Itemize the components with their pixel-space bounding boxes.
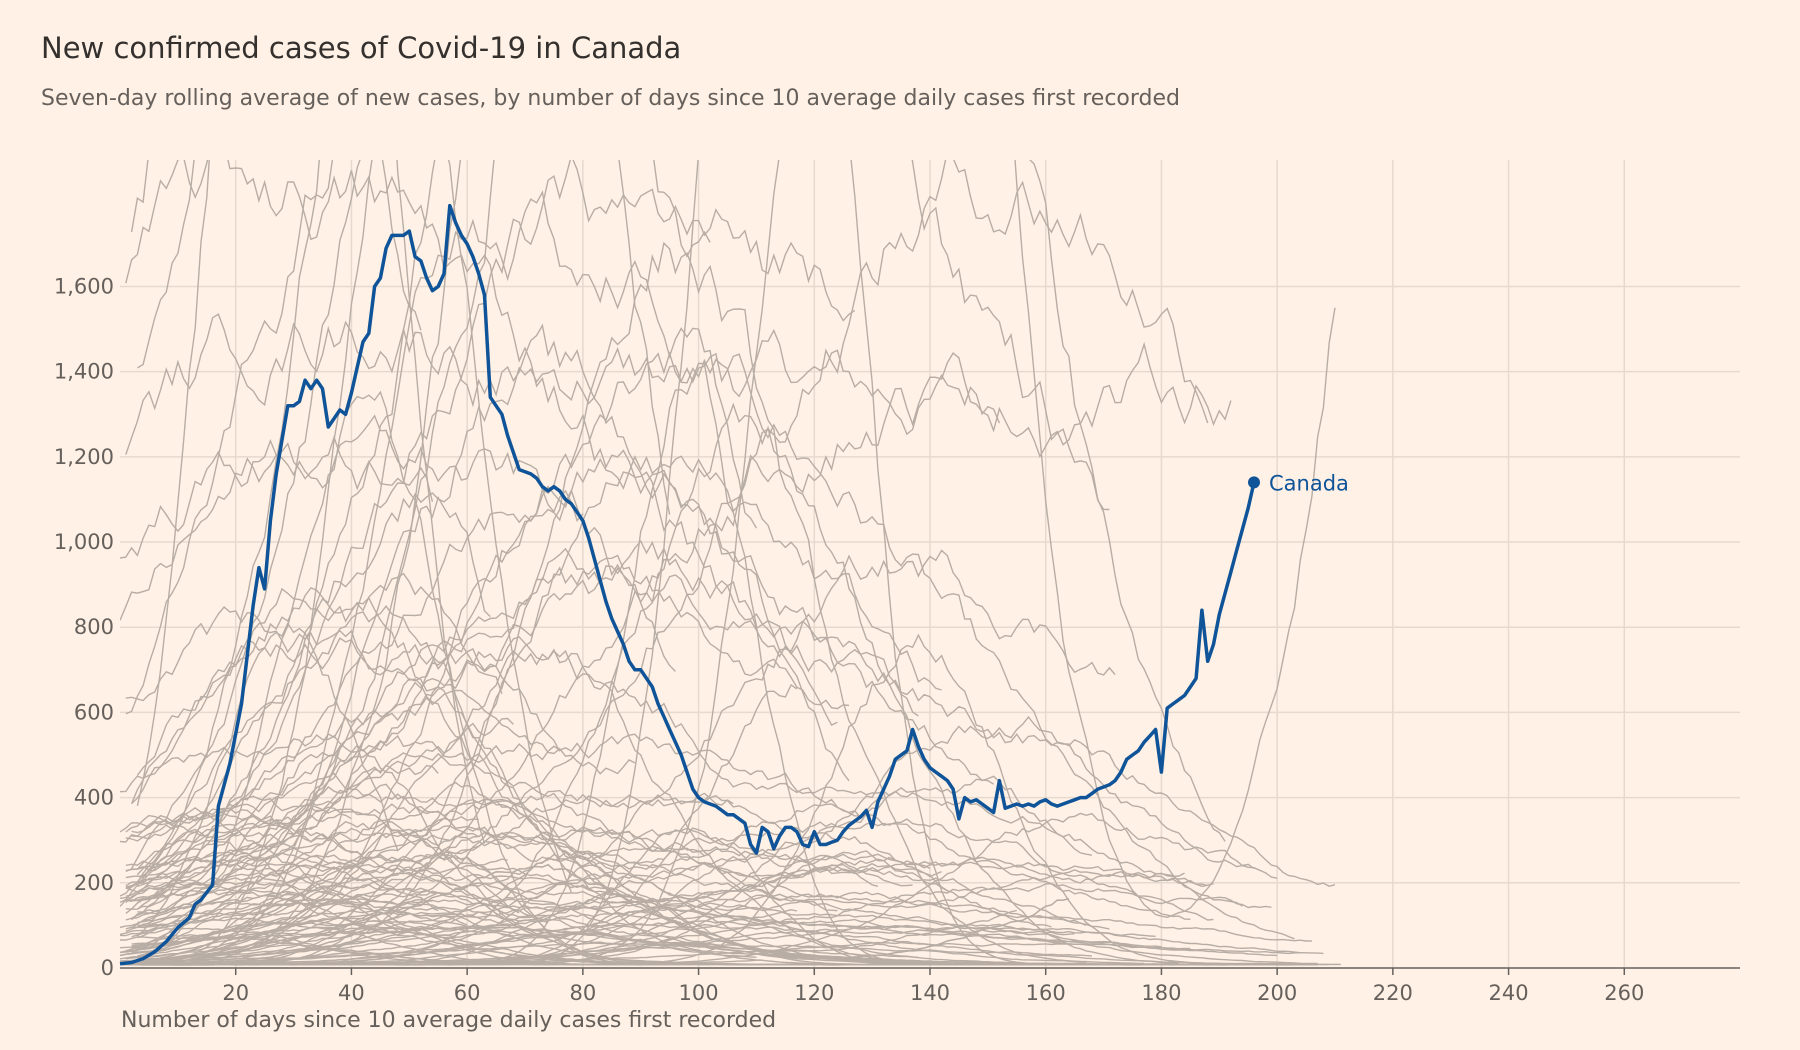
comparison-country-line — [130, 160, 149, 233]
comparison-country-line — [125, 495, 491, 966]
comparison-country-line — [120, 341, 1232, 962]
x-tick-label: 240 — [1489, 981, 1529, 1005]
comparison-country-line — [125, 800, 711, 873]
comparison-country-line — [131, 160, 1110, 921]
comparison-country-line — [131, 929, 421, 945]
comparison-country-line — [120, 840, 1029, 964]
axis-layer: 0 200 400 600 800 1,000 1,200 1,400 1,600 20 40 60 8… — [54, 274, 1740, 1005]
x-tick-label: 120 — [794, 981, 834, 1005]
comparison-country-line — [131, 942, 1093, 963]
highlight-layer: Canada — [119, 203, 1349, 966]
comparison-country-line — [131, 811, 404, 935]
comparison-country-line — [125, 815, 364, 856]
canada-label: Canada — [1269, 471, 1349, 495]
comparison-country-line — [137, 241, 1087, 966]
canada-line — [119, 203, 1256, 966]
x-tick-label: 200 — [1257, 981, 1297, 1005]
x-tick-label: 80 — [569, 981, 596, 1005]
comparison-country-line — [125, 160, 856, 914]
canada-end-point — [1248, 476, 1260, 489]
comparison-country-line — [120, 414, 584, 559]
y-tick-label: 200 — [74, 871, 114, 895]
comparison-country-line — [120, 160, 320, 907]
comparison-country-line — [137, 733, 1191, 920]
x-tick-label: 160 — [1026, 981, 1066, 1005]
comparison-country-line — [130, 160, 361, 869]
grid-layer — [120, 160, 1740, 968]
comparison-country-line — [136, 828, 1318, 966]
comparison-country-line — [125, 689, 636, 904]
x-tick-label: 60 — [454, 981, 481, 1005]
comparison-country-line — [120, 898, 1312, 962]
x-tick-label: 180 — [1141, 981, 1181, 1005]
comparison-country-line — [125, 826, 1185, 960]
comparison-country-line — [131, 856, 1214, 966]
comparison-country-line — [125, 160, 711, 715]
y-tick-label: 1,200 — [54, 445, 114, 469]
comparison-country-line — [125, 831, 1278, 957]
comparison-country-line — [125, 875, 798, 938]
comparison-country-line — [125, 455, 942, 887]
comparison-country-line — [137, 539, 1278, 939]
chart-subtitle: Seven-day rolling average of new cases, … — [41, 86, 1181, 111]
comparison-country-line — [137, 862, 913, 958]
comparison-country-line — [125, 851, 1191, 950]
comparison-country-line — [137, 854, 751, 965]
comparison-country-line — [131, 717, 514, 920]
y-tick-label: 400 — [74, 786, 114, 810]
comparison-country-line — [137, 863, 1070, 965]
x-tick-label: 20 — [222, 981, 249, 1005]
context-lines-layer — [120, 160, 1341, 966]
y-tick-label: 600 — [74, 700, 114, 724]
comparison-country-line — [137, 160, 1209, 961]
y-tick-label: 1,000 — [54, 530, 114, 554]
x-tick-label: 100 — [679, 981, 719, 1005]
comparison-country-line — [137, 797, 884, 957]
y-tick-label: 0 — [101, 956, 114, 980]
y-tick-label: 1,600 — [54, 274, 114, 298]
comparison-country-line — [125, 854, 508, 910]
comparison-country-line — [125, 328, 1001, 933]
comparison-country-line — [130, 637, 561, 804]
comparison-country-line — [125, 160, 838, 727]
x-axis-label: Number of days since 10 average daily ca… — [121, 1008, 777, 1033]
x-tick-label: 40 — [338, 981, 365, 1005]
x-tick-label: 260 — [1604, 981, 1644, 1005]
x-tick-label: 220 — [1373, 981, 1413, 1005]
comparison-country-line — [125, 160, 1226, 953]
comparison-country-line — [131, 190, 758, 965]
chart-title: New confirmed cases of Covid-19 in Canad… — [41, 31, 682, 65]
comparison-country-line — [120, 794, 786, 956]
comparison-country-line — [120, 862, 942, 966]
comparison-country-line — [136, 572, 503, 776]
comparison-country-line — [136, 621, 399, 937]
comparison-country-line — [131, 567, 919, 902]
y-tick-label: 1,400 — [54, 360, 114, 384]
comparison-country-line — [120, 874, 1087, 926]
comparison-country-line — [137, 636, 994, 904]
y-tick-label: 800 — [74, 615, 114, 639]
comparison-country-line — [131, 902, 1145, 965]
x-tick-label: 140 — [910, 981, 950, 1005]
